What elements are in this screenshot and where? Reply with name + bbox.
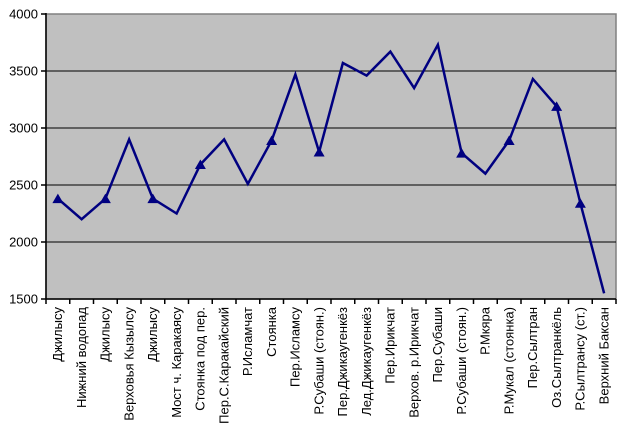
y-tick-label: 4000 — [9, 7, 38, 22]
data-point-marker — [194, 159, 206, 169]
x-category-label: Стоянка — [264, 306, 279, 357]
x-category-label: Верхний Баксан — [596, 307, 611, 404]
elevation-line — [57, 41, 606, 294]
y-tick-label: 3000 — [9, 121, 38, 136]
x-category-label: Джилысу — [98, 307, 113, 362]
data-point-marker — [266, 135, 278, 146]
x-category-label: Пер.Ирикчат — [383, 307, 398, 384]
x-category-label: Стоянка под пер. — [193, 307, 208, 411]
x-category-label: Верховья Кызылсу — [121, 307, 136, 421]
x-category-label: Р.Исламчат — [240, 307, 255, 376]
y-tick-label: 2500 — [9, 178, 38, 193]
data-point-marker — [52, 193, 64, 204]
data-point-marker — [99, 193, 111, 204]
x-category-label: Р.Субаши (стоян.) — [311, 307, 326, 415]
x-category-label: Р.Субаши (стоян.) — [454, 307, 469, 415]
x-category-label: Пер.Джикаугенкёз — [335, 307, 350, 417]
x-category-label: Джилысу — [50, 307, 65, 362]
x-category-label: Р.Мкяра — [478, 306, 493, 355]
x-category-label: Р.Мукал (стоянка) — [501, 307, 516, 414]
data-point-marker — [147, 193, 159, 204]
data-point-marker — [456, 148, 468, 158]
x-category-label: Джилысу — [145, 307, 160, 362]
data-point-marker — [551, 101, 563, 111]
plot-area — [45, 13, 617, 300]
y-tick-label: 3500 — [9, 64, 38, 79]
x-category-label: Пер.Сылтран — [525, 307, 540, 388]
data-point-marker — [503, 135, 515, 146]
x-category-label: Нижний водопад — [74, 307, 89, 408]
x-category-label: Мост ч. Каракаясу — [169, 307, 184, 418]
data-point-marker — [313, 146, 325, 157]
x-category-label: Пер.Исламсу — [288, 307, 303, 388]
x-category-label: Пер.Субаши — [430, 307, 445, 383]
y-tick-label: 1500 — [9, 292, 38, 307]
y-tick-label: 2000 — [9, 235, 38, 250]
data-point-marker — [574, 198, 586, 208]
x-category-label: Оз.Сылтранкёль — [549, 307, 564, 408]
x-category-label: Пер.С.Каракайский — [216, 307, 231, 424]
x-category-label: Верхов. р.Ирикчат — [406, 307, 421, 418]
x-category-label: Р.Сылтрансу (ст.) — [573, 307, 588, 411]
x-category-label: Лед.Джикаугенкёз — [359, 307, 374, 416]
